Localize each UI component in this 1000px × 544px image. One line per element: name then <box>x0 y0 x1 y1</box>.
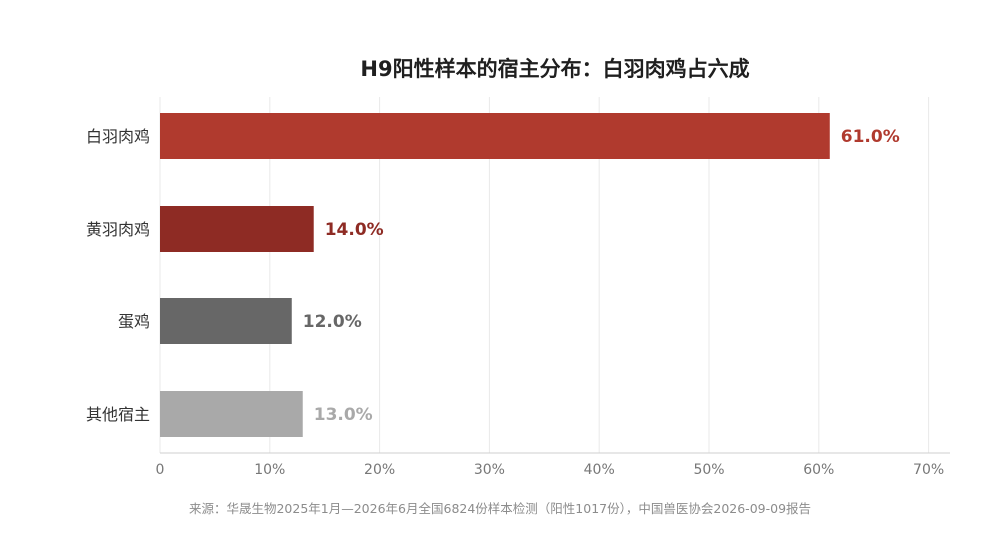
x-tick-label: 20% <box>364 462 395 478</box>
value-label: 12.0% <box>303 312 362 332</box>
x-axis-ticks: 0 10% 20% 30% 40% 50% 60% 70% <box>156 462 945 478</box>
value-label: 14.0% <box>325 220 384 240</box>
chart-title: H9阳性样本的宿主分布：白羽肉鸡占六成 <box>360 57 749 81</box>
x-tick-label: 40% <box>584 462 615 478</box>
value-labels: 61.0% 14.0% 12.0% 13.0% <box>303 127 900 425</box>
bar-3 <box>160 298 292 344</box>
bar-1 <box>160 113 830 159</box>
bar-4 <box>160 391 303 437</box>
bar-2 <box>160 206 314 252</box>
x-tick-label: 60% <box>803 462 834 478</box>
x-tick-label: 0 <box>156 462 165 478</box>
x-tick-label: 70% <box>913 462 944 478</box>
x-tick-label: 10% <box>254 462 285 478</box>
value-label: 13.0% <box>314 405 373 425</box>
source-note: 来源：华晟生物2025年1月—2026年6月全国6824份样本检测（阳性1017… <box>189 501 811 516</box>
x-tick-label: 50% <box>693 462 724 478</box>
bars <box>160 113 830 437</box>
x-tick-label: 30% <box>474 462 505 478</box>
category-label: 其他宿主 <box>86 405 150 424</box>
category-label: 黄羽肉鸡 <box>86 220 150 239</box>
value-label: 61.0% <box>841 127 900 147</box>
category-label: 白羽肉鸡 <box>86 127 150 146</box>
category-label: 蛋鸡 <box>118 312 150 331</box>
